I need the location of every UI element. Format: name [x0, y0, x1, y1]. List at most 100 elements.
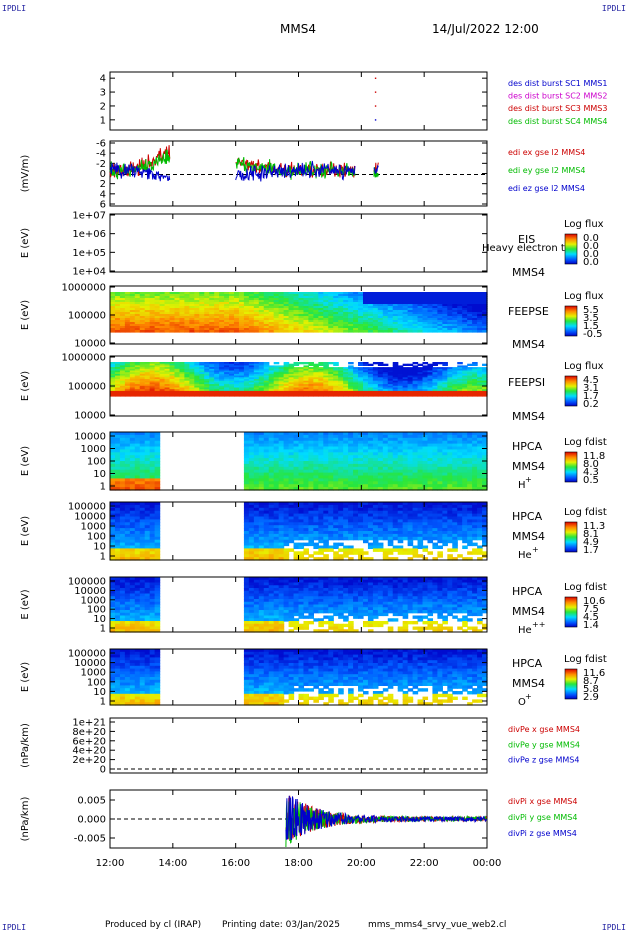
- spectrogram-pixel: [338, 379, 344, 382]
- spectrogram-pixel: [472, 466, 478, 471]
- spectrogram-pixel: [328, 522, 334, 526]
- spectrogram-pixel: [144, 449, 151, 453]
- spectrogram-pixel: [248, 536, 255, 541]
- spectrogram-pixel: [238, 310, 245, 313]
- spectrogram-pixel: [353, 469, 359, 474]
- spectrogram-pixel: [288, 373, 295, 377]
- spectrogram-pixel: [407, 461, 414, 465]
- spectrogram-pixel: [348, 545, 354, 549]
- spectrogram-pixel: [328, 306, 334, 309]
- spectrogram-pixel: [219, 306, 225, 309]
- spectrogram-pixel: [273, 380, 280, 383]
- spectrogram-pixel: [422, 394, 429, 397]
- spectrogram-pixel: [288, 478, 295, 482]
- spectrogram-pixel: [343, 551, 349, 555]
- spectrogram-pixel: [283, 302, 290, 305]
- spectrogram-pixel: [348, 379, 354, 382]
- spectrogram-pixel: [462, 308, 468, 311]
- spectrogram-pixel: [119, 542, 126, 547]
- spectrogram-pixel: [268, 443, 275, 448]
- spectrogram-pixel: [199, 394, 205, 397]
- spectrogram-pixel: [442, 363, 448, 366]
- spectrogram-pixel: [318, 294, 324, 297]
- spectrogram-pixel: [248, 510, 255, 515]
- spectrogram-pixel: [263, 525, 270, 529]
- spectrogram-pixel: [273, 390, 280, 394]
- spectrogram-pixel: [268, 504, 275, 509]
- spectrogram-pixel: [248, 481, 255, 485]
- spectrogram-pixel: [258, 528, 265, 532]
- spectrogram-pixel: [214, 328, 220, 331]
- spectrogram-pixel: [457, 392, 463, 395]
- spectrogram-pixel: [124, 461, 131, 465]
- spectrogram-pixel: [124, 472, 131, 477]
- spectrogram-pixel: [149, 472, 156, 477]
- spectrogram-pixel: [348, 548, 354, 552]
- spectrogram-pixel: [278, 545, 285, 549]
- spectrogram-pixel: [353, 536, 359, 541]
- spectrogram-pixel: [452, 437, 458, 442]
- spectrogram-pixel: [338, 484, 344, 488]
- spectrogram-image: [110, 292, 488, 333]
- spectrogram-pixel: [248, 310, 255, 313]
- spectrogram-pixel: [114, 432, 121, 436]
- spectrogram-pixel: [343, 316, 349, 319]
- spectrogram-pixel: [243, 379, 250, 382]
- spectrogram-pixel: [362, 296, 369, 299]
- spectrogram-pixel: [169, 324, 176, 327]
- y-tick-label: 2: [100, 179, 106, 190]
- spectrogram-pixel: [273, 507, 280, 512]
- spectrogram-pixel: [358, 362, 364, 365]
- spectrogram-pixel: [313, 372, 319, 375]
- spectrogram-pixel: [129, 314, 136, 317]
- spectrogram-pixel: [367, 481, 374, 485]
- spectrogram-pixel: [204, 390, 210, 394]
- spectrogram-pixel: [288, 314, 295, 317]
- spectrogram-pixel: [114, 516, 121, 520]
- spectrogram-pixel: [343, 507, 349, 512]
- spectrogram-pixel: [194, 387, 200, 390]
- spectrogram-pixel: [372, 298, 379, 301]
- spectrogram-pixel: [308, 310, 314, 313]
- spectrogram-pixel: [477, 461, 483, 465]
- spectrogram-pixel: [358, 385, 364, 389]
- spectrogram-pixel: [338, 368, 344, 372]
- spectrogram-pixel: [139, 310, 146, 313]
- spectrogram-pixel: [114, 545, 121, 549]
- spectrogram-pixel: [174, 390, 181, 394]
- spectrogram-pixel: [437, 370, 443, 373]
- spectrogram-pixel: [303, 322, 310, 325]
- spectrogram-pixel: [268, 440, 275, 445]
- y-tick-label: -4: [96, 149, 106, 160]
- spectrogram-pixel: [382, 478, 389, 482]
- spectrogram-pixel: [437, 452, 443, 456]
- species-label: H: [518, 480, 526, 491]
- spectrogram-pixel: [328, 519, 334, 523]
- spectrogram-pixel: [224, 379, 230, 382]
- spectrogram-pixel: [303, 542, 310, 547]
- spectrogram-pixel: [343, 536, 349, 541]
- spectrogram-pixel: [328, 443, 334, 448]
- spectrogram-pixel: [189, 389, 195, 392]
- spectrogram-pixel: [293, 373, 300, 377]
- spectrogram-pixel: [154, 458, 161, 462]
- spectrogram-pixel: [323, 466, 329, 471]
- spectrogram-pixel: [119, 304, 126, 307]
- spectrogram-pixel: [303, 326, 310, 329]
- spectrogram-pixel: [154, 373, 161, 377]
- spectrogram-pixel: [447, 368, 453, 372]
- spectrogram-pixel: [427, 389, 434, 392]
- spectrogram-pixel: [323, 379, 329, 382]
- spectrogram-pixel: [144, 368, 151, 372]
- spectrogram-pixel: [308, 461, 314, 465]
- spectrogram-pixel: [154, 318, 161, 321]
- spectrogram-pixel: [308, 316, 314, 319]
- spectrogram-pixel: [437, 472, 443, 477]
- spectrogram-pixel: [402, 372, 409, 375]
- spectrogram-pixel: [452, 318, 458, 321]
- spectrogram-pixel: [124, 542, 131, 547]
- spectrogram-pixel: [303, 324, 310, 327]
- spectrogram-pixel: [219, 372, 225, 375]
- spectrogram-pixel: [298, 310, 305, 313]
- spectrogram-pixel: [462, 475, 468, 479]
